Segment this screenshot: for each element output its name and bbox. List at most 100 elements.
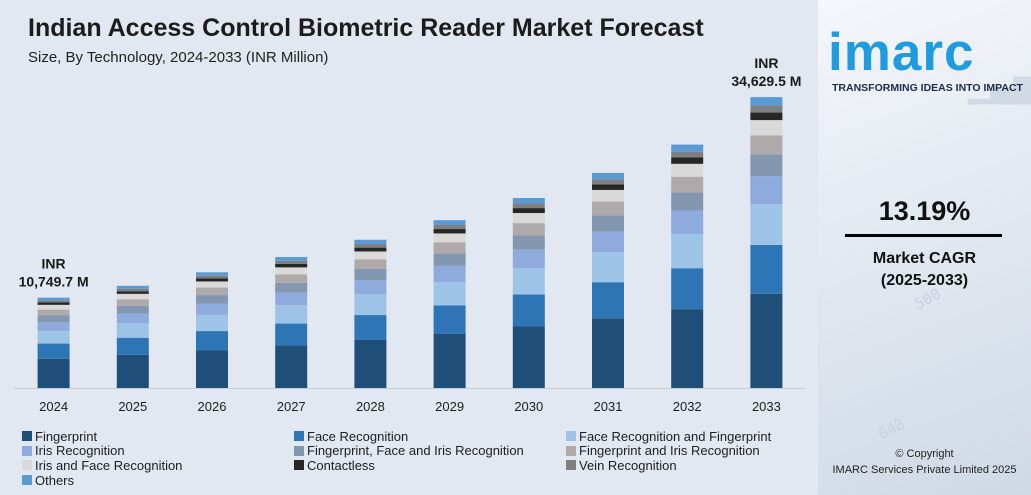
bar-segment-2028-0 — [354, 339, 387, 388]
bar-segment-2026-6 — [196, 281, 228, 288]
bar-segment-2024-9 — [37, 297, 70, 301]
bar-segment-2030-6 — [512, 213, 545, 224]
bar-segment-2024-1 — [37, 343, 70, 359]
bar-segment-2031-1 — [592, 282, 624, 319]
bar-segment-2027-8 — [275, 260, 308, 264]
bar-segment-2032-1 — [671, 268, 704, 310]
bar-segment-2024-4 — [37, 315, 70, 323]
bar-segment-2025-1 — [116, 337, 149, 355]
bar-segment-2029-3 — [433, 265, 466, 282]
bar-segment-2031-7 — [592, 184, 624, 190]
bar-segment-2031-6 — [592, 189, 624, 202]
bar-segment-2032-7 — [671, 157, 704, 164]
bar-segment-2031-2 — [592, 252, 624, 283]
legend-label: Fingerprint and Iris Recognition — [579, 443, 760, 459]
bar-segment-2025-8 — [116, 288, 149, 292]
bar-segment-2028-3 — [354, 280, 387, 295]
x-tick-label-2032: 2032 — [673, 399, 702, 414]
legend-item: Face Recognition — [294, 429, 566, 444]
bar-segment-2031-9 — [592, 172, 624, 180]
bar-segment-2028-4 — [354, 268, 387, 281]
legend-swatch — [22, 475, 32, 486]
bar-segment-2031-0 — [592, 318, 624, 388]
chart-legend: Fingerprint Face Recognition Face Recognit… — [22, 429, 812, 488]
bar-segment-2029-1 — [433, 305, 466, 334]
bar-segment-2032-5 — [671, 176, 704, 193]
x-tick-label-2031: 2031 — [594, 399, 623, 414]
legend-swatch — [566, 460, 576, 471]
bar-segment-2028-9 — [354, 239, 387, 245]
bar-segment-2032-4 — [671, 192, 704, 211]
total-label-currency-2024: INR — [42, 256, 66, 272]
copyright-line2: IMARC Services Private Limited 2025 — [832, 464, 1017, 476]
bar-segment-2024-2 — [37, 330, 70, 344]
bar-segment-2032-2 — [671, 234, 704, 269]
bar-segment-2027-7 — [275, 263, 308, 268]
copyright-notice: © Copyright IMARC Services Private Limit… — [818, 446, 1031, 478]
bar-segment-2026-8 — [196, 275, 228, 279]
bar-segment-2033-2 — [750, 204, 783, 245]
bar-segment-2033-6 — [750, 120, 783, 136]
bar-segment-2024-0 — [37, 358, 70, 388]
decorative-chart-icon: ▁▃▅▇ — [968, 60, 1031, 104]
bar-segment-2030-5 — [512, 223, 545, 236]
bar-segment-2028-2 — [354, 294, 387, 316]
bar-segment-2030-8 — [512, 203, 545, 209]
legend-swatch — [294, 460, 304, 471]
legend-label: Face Recognition — [307, 428, 409, 444]
legend-item: Iris Recognition — [22, 443, 294, 458]
bar-segment-2029-6 — [433, 233, 466, 243]
legend-label: Iris and Face Recognition — [35, 457, 183, 473]
x-tick-label-2026: 2026 — [198, 399, 227, 414]
bar-segment-2028-6 — [354, 251, 387, 260]
bar-segment-2027-4 — [275, 282, 308, 293]
imarc-logo: imarc — [828, 23, 975, 82]
bar-segment-2029-7 — [433, 229, 466, 234]
bar-segment-2033-0 — [750, 293, 783, 388]
legend-item: Fingerprint and Iris Recognition — [566, 443, 812, 459]
legend-swatch — [22, 431, 32, 442]
total-label-value-2024: 10,749.7 M — [19, 274, 89, 290]
bar-segment-2033-7 — [750, 112, 783, 121]
x-tick-label-2025: 2025 — [118, 399, 147, 414]
bar-segment-2032-3 — [671, 210, 704, 235]
bar-segment-2032-0 — [671, 309, 704, 388]
bar-segment-2025-0 — [116, 354, 149, 388]
legend-item: Face Recognition and Fingerprint — [566, 429, 812, 444]
bar-segment-2029-9 — [433, 220, 466, 226]
bar-segment-2033-5 — [750, 135, 783, 155]
bar-segment-2027-1 — [275, 323, 308, 346]
bar-segment-2026-5 — [196, 287, 228, 296]
bar-segment-2031-3 — [592, 231, 624, 253]
legend-label: Fingerprint, Face and Iris Recognition — [307, 443, 524, 459]
legend-item: Others — [22, 473, 294, 488]
bar-segment-2033-4 — [750, 154, 783, 177]
bar-segment-2032-8 — [671, 151, 704, 158]
bar-segment-2027-2 — [275, 305, 308, 324]
bar-segment-2024-8 — [37, 300, 70, 303]
legend-label: Face Recognition and Fingerprint — [579, 428, 772, 444]
bar-segment-2030-0 — [512, 326, 545, 388]
bar-segment-2024-3 — [37, 322, 70, 331]
bar-segment-2029-5 — [433, 242, 466, 254]
bar-segment-2026-4 — [196, 295, 228, 304]
cagr-label-line2: (2025-2033) — [880, 272, 969, 289]
bar-segment-2026-0 — [196, 350, 228, 388]
x-tick-label-2028: 2028 — [356, 399, 385, 414]
bar-segment-2025-9 — [116, 285, 149, 289]
legend-label: Contactless — [307, 457, 375, 473]
bar-segment-2028-5 — [354, 259, 387, 269]
cagr-divider — [845, 234, 1002, 237]
decorative-background-texture-2: 048 — [875, 414, 908, 444]
cagr-value: 13.19% — [878, 196, 971, 226]
bar-segment-2030-4 — [512, 235, 545, 250]
bar-segment-2026-2 — [196, 314, 228, 332]
bar-segment-2026-7 — [196, 278, 228, 282]
bar-segment-2029-4 — [433, 253, 466, 266]
bar-segment-2025-3 — [116, 313, 149, 324]
bar-segment-2026-9 — [196, 272, 228, 276]
bar-segment-2024-6 — [37, 304, 70, 310]
legend-swatch — [566, 445, 576, 456]
bar-segment-2030-3 — [512, 249, 545, 268]
brand-panel: ▁▃▅▇ 500 048 imarc TRANSFORMING IDEAS IN… — [818, 0, 1031, 495]
